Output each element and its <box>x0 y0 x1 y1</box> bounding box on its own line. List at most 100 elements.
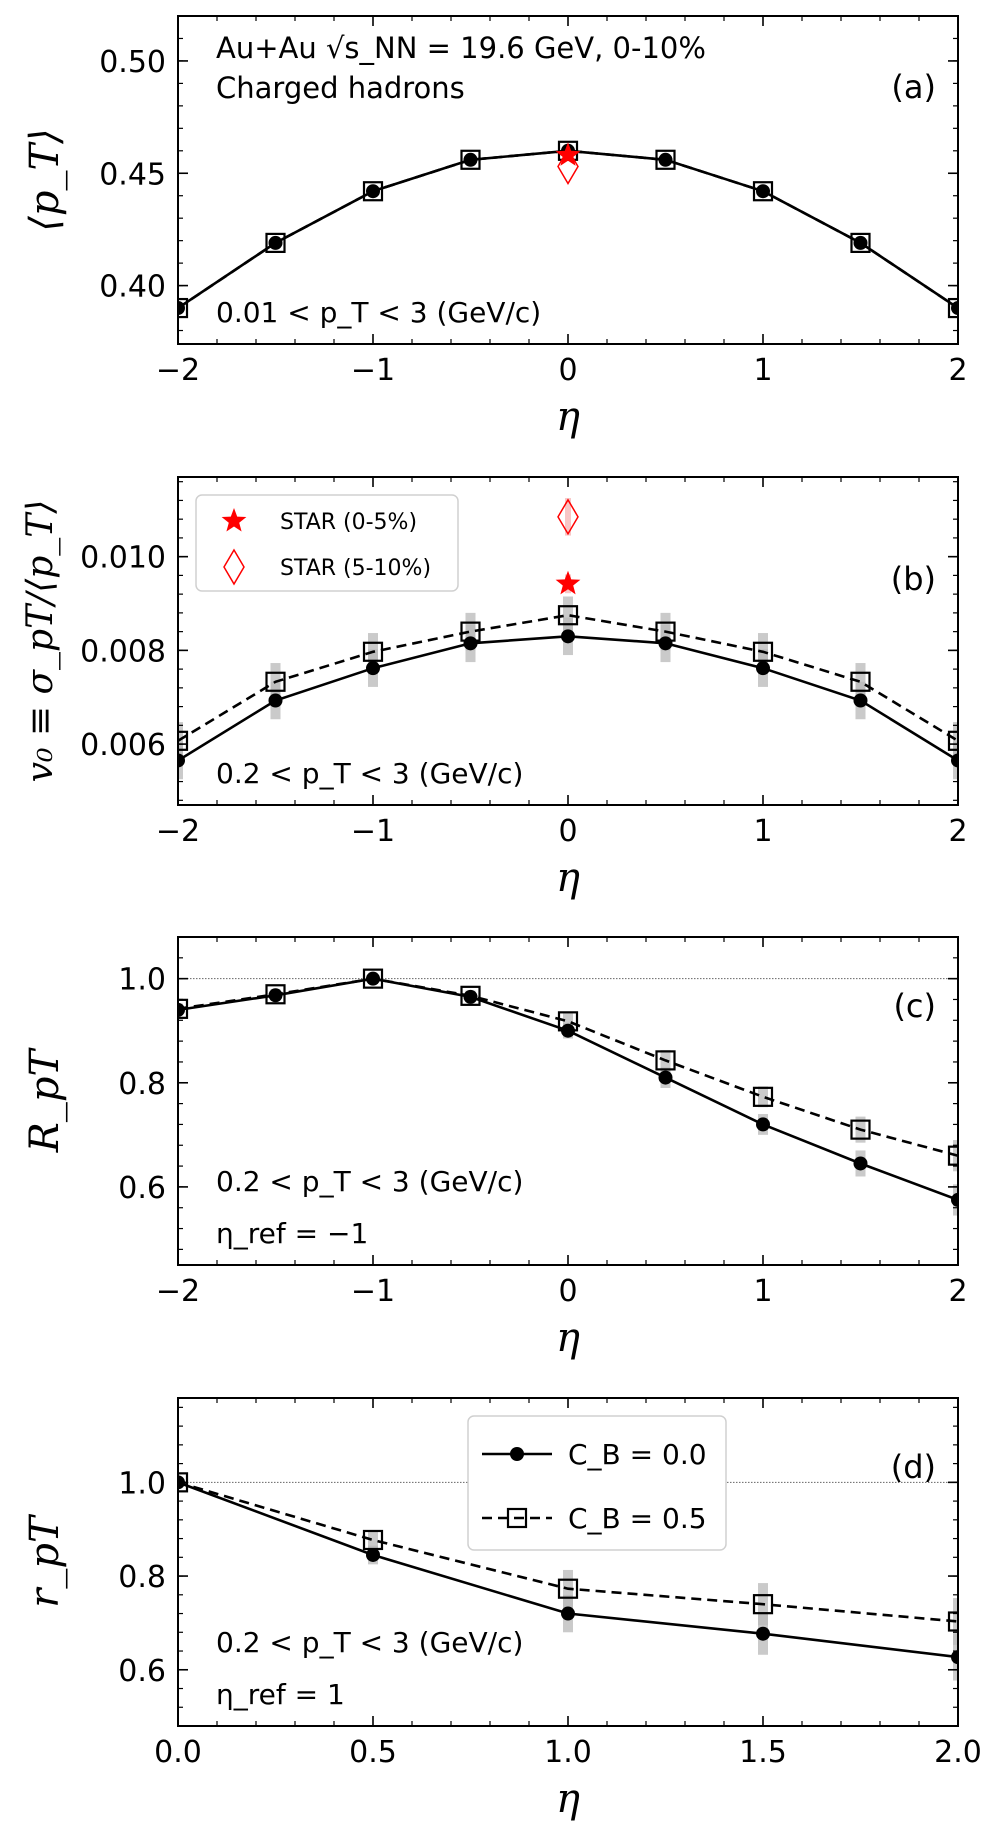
y-tick-label: 1.0 <box>118 963 166 998</box>
data-point-cb0 <box>366 184 380 199</box>
error-band-cb05 <box>465 612 476 651</box>
data-point-cb0 <box>561 1606 575 1621</box>
data-point-cb0 <box>463 636 478 651</box>
data-point-cb0 <box>951 753 958 768</box>
data-point-cb0 <box>366 661 380 676</box>
x-axis-label: η <box>556 394 580 440</box>
y-tick-label: 0.008 <box>80 634 166 669</box>
data-point-cb0 <box>366 971 380 986</box>
data-point-cb05 <box>265 671 286 692</box>
data-point-cb05 <box>178 998 189 1019</box>
data-point-cb0 <box>366 1547 380 1562</box>
data-point-cb05 <box>265 984 286 1005</box>
error-band-cb05 <box>368 1530 378 1550</box>
chart-subtitle: Charged hadrons <box>216 71 465 105</box>
y-axis-label: v₀ ≡ σ_pT/⟨p_T⟩ <box>20 500 61 783</box>
error-band-cb05 <box>758 1086 768 1108</box>
star-0-5-point <box>555 142 581 166</box>
legend-star-icon <box>221 508 247 532</box>
data-point-cb0 <box>463 152 478 167</box>
plot-frame <box>177 936 959 1266</box>
data-point-cb05 <box>557 1578 579 1599</box>
x-tick-label: 1.5 <box>739 1735 787 1770</box>
data-point-cb05 <box>850 1119 871 1140</box>
annotation-text: 0.2 < p_T < 3 (GeV/c) <box>216 1626 523 1659</box>
plot-area-c <box>178 968 958 1216</box>
annotation-text: 0.2 < p_T < 3 (GeV/c) <box>216 1165 523 1198</box>
series-line-cb05 <box>178 1481 958 1623</box>
plot-frame <box>177 15 959 345</box>
data-point-cb05 <box>752 1086 774 1107</box>
panel-a: −2 −1 0 1 2 0.40 0.45 0.50 η ⟨p_T⟩ (a) Au+Au √s_NN … <box>22 15 968 440</box>
panel-b: −2 −1 0 1 2 0.006 0.008 0.010 η v₀ ≡ σ_pT/⟨p_T⟩ (b… <box>20 476 968 901</box>
y-axis-label: r_pT <box>22 1513 68 1608</box>
x-axis-label: η <box>556 1776 580 1822</box>
y-tick-label: 1.0 <box>118 1466 166 1501</box>
data-point-cb05 <box>752 1594 774 1615</box>
panel-c: −2 −1 0 1 2 0.6 0.8 1.0 η R_pT (c) 0.2 < p_T < 3 (G… <box>22 936 968 1361</box>
legend-square-icon <box>506 1507 528 1529</box>
data-point-cb05 <box>947 730 958 751</box>
y-tick-label: 0.8 <box>118 1560 166 1595</box>
panel-label: (c) <box>893 987 936 1025</box>
data-point-cb0 <box>951 1650 958 1665</box>
data-point-cb0 <box>853 1156 868 1171</box>
x-axis-label: η <box>556 855 580 901</box>
legend-diamond-icon <box>223 548 245 586</box>
star-5-10-point <box>557 498 579 536</box>
data-point-cb0 <box>756 661 770 676</box>
data-point-cb0 <box>853 235 868 250</box>
y-axis-label: ⟨p_T⟩ <box>22 128 68 232</box>
legend-star: STAR (0-5%) STAR (5-10%) <box>195 494 459 592</box>
data-point-cb05 <box>850 671 871 692</box>
data-point-cb0 <box>463 989 478 1004</box>
x-tick-label: −2 <box>156 1274 200 1309</box>
x-tick-label: 1 <box>753 1274 772 1309</box>
x-tick-label: 2 <box>948 353 967 388</box>
y-tick-label: 0.45 <box>99 157 166 192</box>
x-tick-label: 0.0 <box>154 1735 202 1770</box>
error-band-cb05 <box>855 663 866 701</box>
data-point-cb05 <box>460 985 481 1006</box>
x-tick-label: 0 <box>558 1274 577 1309</box>
x-tick-label: 2 <box>948 814 967 849</box>
data-point-cb05 <box>362 181 384 202</box>
x-tick-label: −2 <box>156 814 200 849</box>
x-tick-label: 1 <box>753 353 772 388</box>
data-point-cb0 <box>268 235 283 250</box>
y-tick-label: 0.006 <box>80 728 166 763</box>
data-point-cb0 <box>658 636 673 651</box>
series-line-cb05 <box>178 977 958 1157</box>
x-tick-label: −1 <box>351 1274 395 1309</box>
legend-label: C_B = 0.5 <box>568 1502 707 1535</box>
data-point-cb0 <box>756 184 770 199</box>
plot-area-a <box>178 140 958 319</box>
plot-area-b <box>178 498 958 780</box>
star-error-band <box>565 498 571 536</box>
panel-label: (a) <box>891 68 936 106</box>
y-tick-label: 0.8 <box>118 1067 166 1102</box>
data-point-cb0 <box>756 1626 770 1641</box>
legend-label: STAR (0-5%) <box>280 510 417 535</box>
data-point-cb0 <box>268 988 283 1003</box>
data-point-cb05 <box>362 641 384 662</box>
error-band-cb05 <box>953 722 958 760</box>
data-point-cb0 <box>178 1002 185 1017</box>
x-tick-label: −1 <box>351 353 395 388</box>
annotation-text: η_ref = −1 <box>216 1217 368 1250</box>
data-point-cb05 <box>557 605 579 626</box>
annotation-text: 0.01 < p_T < 3 (GeV/c) <box>216 296 541 329</box>
x-axis-label: η <box>556 1315 580 1361</box>
x-tick-label: 0 <box>558 353 577 388</box>
series-line-cb0 <box>178 149 958 310</box>
annotation-text: η_ref = 1 <box>216 1678 345 1711</box>
data-point-cb05 <box>947 297 958 319</box>
data-point-cb0 <box>658 152 673 167</box>
data-point-cb0 <box>658 1070 673 1085</box>
panel-d: 0.0 0.5 1.0 1.5 2.0 0.6 0.8 1.0 η r_pT (d) 0.2 < p_… <box>22 1397 982 1822</box>
legend-circle-icon <box>510 1447 524 1461</box>
star-5-10-point <box>557 148 579 185</box>
x-tick-label: 2 <box>948 1274 967 1309</box>
x-tick-label: −1 <box>351 814 395 849</box>
data-point-cb05 <box>752 181 774 202</box>
